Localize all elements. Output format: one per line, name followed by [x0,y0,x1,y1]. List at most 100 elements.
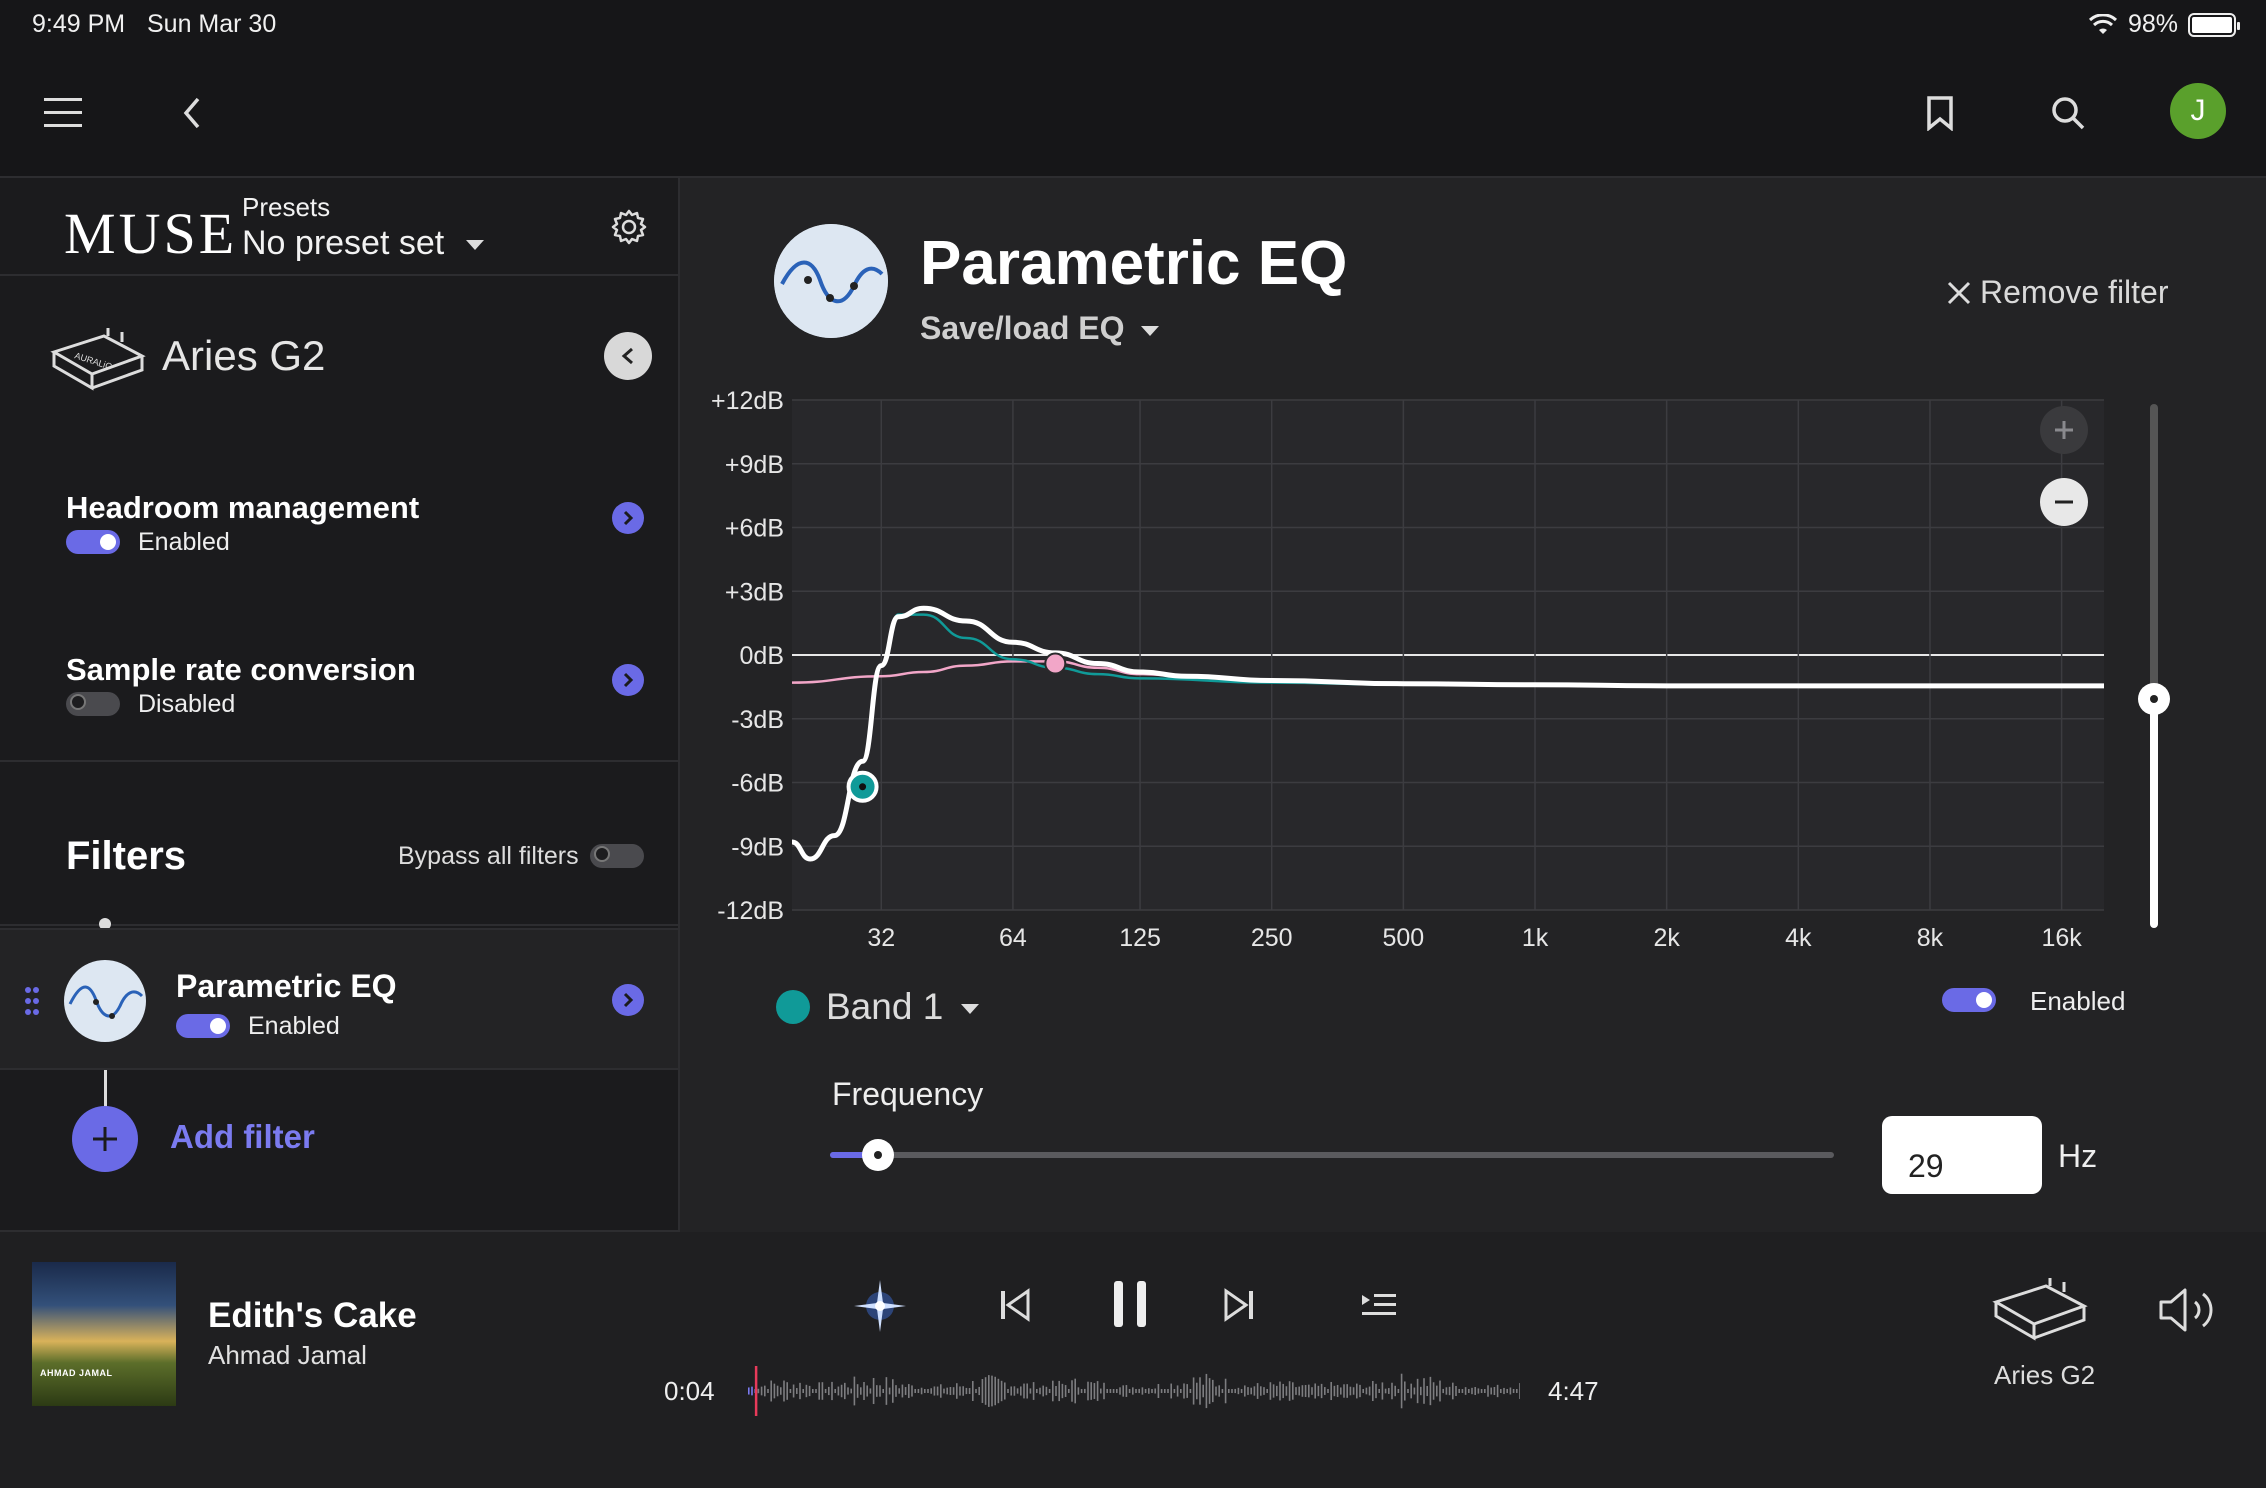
waveform-bar [1429,1376,1432,1406]
album-art[interactable]: AHMAD JAMAL [32,1262,176,1406]
track-title[interactable]: Edith's Cake [208,1296,417,1335]
waveform-bar [917,1389,920,1393]
plus-icon [93,1127,117,1151]
playhead[interactable] [754,1366,758,1416]
pause-icon[interactable] [1100,1274,1160,1334]
waveform-bar [1176,1385,1179,1397]
output-device-icon[interactable] [1990,1276,2090,1342]
minus-icon [2055,500,2073,504]
band-dropdown[interactable]: Band 1 [826,986,980,1028]
previous-track-icon[interactable] [990,1280,1040,1330]
waveform-bar [920,1387,923,1395]
waveform-bar [914,1389,916,1393]
drag-handle-icon[interactable] [24,986,40,1016]
waveform-bar [764,1385,766,1397]
filter-toggle[interactable] [176,1014,230,1038]
add-filter-button[interactable] [72,1106,138,1172]
waveform-bar [1461,1389,1464,1393]
filter-item[interactable]: Parametric EQ Enabled [0,928,678,1070]
close-icon [1947,281,1971,304]
queue-icon[interactable] [1354,1280,1404,1330]
avatar[interactable]: J [2170,83,2226,139]
frequency-input[interactable] [1882,1116,2042,1194]
waveform-bar [1340,1387,1342,1395]
waveform-bar [1122,1385,1124,1397]
waveform-bar [1173,1389,1176,1393]
back-icon[interactable] [162,83,222,143]
waveform-seekbar[interactable] [744,1366,1520,1416]
waveform-bar [1253,1386,1256,1396]
frequency-slider-knob[interactable] [862,1139,894,1171]
remove-filter-button[interactable]: Remove filter [1946,274,2169,311]
waveform-bar [959,1386,961,1396]
volume-icon[interactable] [2154,1282,2224,1338]
band-2-handle[interactable] [1044,652,1067,675]
next-track-icon[interactable] [1214,1280,1264,1330]
chevron-down-icon [1140,325,1159,336]
waveform-bar [1368,1386,1371,1396]
waveform-bar [815,1389,817,1393]
waveform-bar [1388,1388,1390,1394]
headroom-open-button[interactable] [612,502,644,534]
waveform-bar [978,1386,980,1396]
chart-points[interactable] [846,652,1067,803]
collapse-button[interactable] [604,332,652,380]
waveform-bar [1493,1386,1496,1396]
add-filter-link[interactable]: Add filter [170,1118,315,1155]
headroom-toggle[interactable] [66,530,120,554]
waveform-bar [895,1385,897,1397]
save-load-eq-dropdown[interactable]: Save/load EQ [920,310,1159,347]
eq-chart[interactable]: +12dB +9dB +6dB +3dB 0dB -3dB -6dB -9dB -12dB 32… [680,390,2120,970]
waveform-bar [908,1384,910,1398]
preamp-slider-knob[interactable] [2138,682,2170,715]
battery-icon [2188,12,2240,37]
waveform-bar [968,1388,971,1394]
sample-rate-toggle[interactable] [66,692,120,716]
track-artist[interactable]: Ahmad Jamal [208,1340,367,1370]
waveform-bar [1080,1389,1083,1393]
preset-dropdown[interactable]: No preset set [242,224,485,263]
zoom-out-button[interactable] [2040,478,2088,526]
search-icon[interactable] [2038,83,2098,143]
waveform-bar [1061,1383,1064,1399]
preset-value: No preset set [242,224,445,262]
menu-icon[interactable] [34,83,94,143]
waveform-bar [1378,1389,1380,1393]
waveform-bar [1055,1385,1057,1397]
sample-rate-open-button[interactable] [612,664,644,696]
gear-icon[interactable] [610,208,648,251]
waveform-bar [1455,1386,1457,1396]
x-tick-label: 4k [1785,924,1812,952]
frequency-label: Frequency [832,1076,984,1112]
waveform-bar [1224,1378,1227,1404]
waveform-bar [1231,1389,1233,1393]
waveform-bar [1500,1389,1502,1393]
save-load-label: Save/load EQ [920,310,1125,346]
zoom-in-button[interactable] [2040,406,2088,454]
waveform-bar [1445,1387,1448,1395]
waveform-bar [1228,1389,1230,1393]
waveform-bar [789,1389,792,1393]
frequency-slider-track[interactable] [830,1152,1834,1158]
waveform-bar [872,1377,875,1405]
waveform-bar [1330,1381,1332,1401]
waveform-bar [1260,1386,1262,1396]
bookmark-icon[interactable] [1910,83,1970,143]
preamp-slider-track[interactable] [2150,404,2158,928]
waveform-bar [757,1388,760,1394]
waveform-bar [1324,1387,1326,1395]
filter-open-button[interactable] [612,984,644,1016]
bypass-toggle[interactable] [590,844,644,868]
waveform-bar [1359,1384,1361,1398]
waveform-bar [1135,1389,1137,1393]
waveform-bar [1180,1389,1182,1393]
waveform-bar [1372,1380,1374,1402]
waveform-bar [1512,1389,1515,1393]
x-axis-labels: 32 64 125 250 500 1k 2k 4k 8k 16k [867,924,2082,952]
waveform-bar [1068,1389,1070,1393]
band-enabled-toggle[interactable] [1942,988,1996,1012]
waveform-bar [1410,1383,1412,1399]
total-time: 4:47 [1548,1376,1599,1406]
headroom-title: Headroom management [66,490,420,525]
lightning-dsp-icon[interactable] [850,1276,910,1336]
